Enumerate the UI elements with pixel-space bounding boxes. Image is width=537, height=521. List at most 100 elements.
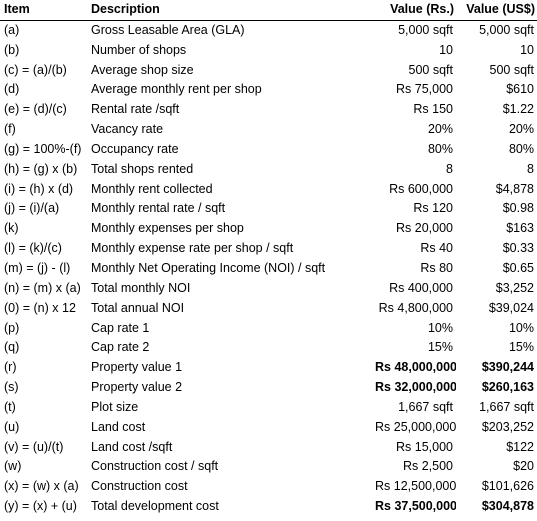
row-description: Total shops rented [91, 161, 194, 176]
table-row: (x) = (w) x (a) Construction cost Rs 12,50… [0, 477, 537, 497]
header-description: Description [91, 2, 160, 16]
row-item: (n) = (m) x (a) [4, 280, 81, 295]
header-row: Item Description Value (Rs.) Value (US$) [0, 0, 537, 21]
row-item: (c) = (a)/(b) [4, 62, 67, 77]
row-value-usd: $304,878 [481, 499, 534, 514]
row-value-usd: $1.22 [502, 102, 534, 117]
row-value-usd: 1,667 sqft [479, 399, 534, 414]
row-description: Total monthly NOI [91, 280, 191, 295]
row-description: Average monthly rent per shop [91, 82, 262, 97]
row-value-rs: Rs 75,000 [396, 82, 453, 97]
row-value-usd: 500 sqft [489, 62, 534, 77]
row-value-usd: 8 [527, 161, 534, 176]
row-item: (m) = (j) - (l) [4, 260, 71, 275]
table-row: (s) Property value 2 Rs 32,000,000 $260,163 [0, 378, 537, 398]
row-value-usd: $390,244 [481, 360, 534, 375]
row-value-rs: 20% [427, 122, 453, 137]
row-description: Monthly Net Operating Income (NOI) / sqf… [91, 260, 326, 275]
row-item: (r) [4, 360, 17, 375]
row-item: (b) [4, 42, 20, 57]
table-row: (i) = (h) x (d) Monthly rent collected Rs … [0, 180, 537, 200]
table-row: (g) = 100%-(f) Occupancy rate 80% 80% [0, 140, 537, 160]
row-value-usd: $101,626 [481, 479, 534, 494]
row-value-rs: Rs 400,000 [389, 280, 453, 295]
row-value-rs: 8 [446, 161, 453, 176]
table-row: (b) Number of shops 10 10 [0, 41, 537, 61]
row-item: (l) = (k)/(c) [4, 241, 62, 256]
row-value-usd: 10% [508, 320, 534, 335]
row-value-rs: Rs 80 [420, 260, 453, 275]
header-value-rs: Value (Rs.) [390, 2, 454, 16]
table-row: (n) = (m) x (a) Total monthly NOI Rs 400,0… [0, 279, 537, 299]
row-description: Monthly expense rate per shop / sqft [91, 241, 294, 256]
row-value-rs: Rs 20,000 [396, 221, 453, 236]
table-row: (v) = (u)/(t) Land cost /sqft Rs 15,000 $12… [0, 438, 537, 458]
table-row: (a) Gross Leasable Area (GLA) 5,000 sqft 5,… [0, 20, 537, 40]
row-item: (s) [4, 380, 19, 395]
row-value-usd: 80% [508, 141, 534, 156]
row-description: Monthly rental rate / sqft [91, 201, 226, 216]
row-description: Property value 1 [91, 360, 183, 375]
row-value-rs: Rs 4,800,000 [378, 300, 453, 315]
row-value-usd: $163 [506, 221, 534, 236]
row-value-usd: 5,000 sqft [479, 22, 534, 37]
row-item: (w) [4, 459, 22, 474]
row-value-rs: Rs 37,500,000 [375, 499, 456, 514]
table-row: (p) Cap rate 1 10% 10% [0, 319, 537, 339]
row-description: Construction cost [91, 479, 188, 494]
row-description: Property value 2 [91, 380, 183, 395]
table-row: (0) = (n) x 12 Total annual NOI Rs 4,800,0… [0, 299, 537, 319]
row-description: Cap rate 1 [91, 320, 150, 335]
row-description: Total annual NOI [91, 300, 185, 315]
row-value-usd: $610 [506, 82, 534, 97]
row-value-rs: Rs 48,000,000 [375, 360, 456, 375]
row-value-usd: $0.98 [502, 201, 534, 216]
table-row: (w) Construction cost / sqft Rs 2,500 $20 [0, 457, 537, 477]
row-value-usd: $203,252 [481, 419, 534, 434]
row-value-usd: 15% [508, 340, 534, 355]
table-row: (c) = (a)/(b) Average shop size 500 sqft 50… [0, 61, 537, 81]
table-row: (k) Monthly expenses per shop Rs 20,000 $16… [0, 219, 537, 239]
table-row: (m) = (j) - (l) Monthly Net Operating Inc… [0, 259, 537, 279]
row-item: (j) = (i)/(a) [4, 201, 60, 216]
row-item: (x) = (w) x (a) [4, 479, 79, 494]
row-value-rs: Rs 15,000 [396, 439, 453, 454]
table-row: (q) Cap rate 2 15% 15% [0, 338, 537, 358]
row-item: (0) = (n) x 12 [4, 300, 76, 315]
header-item: Item [4, 2, 30, 16]
row-item: (t) [4, 399, 16, 414]
row-description: Rental rate /sqft [91, 102, 180, 117]
table-row: (u) Land cost Rs 25,000,000 $203,252 [0, 418, 537, 438]
table-row: (h) = (g) x (b) Total shops rented 8 8 [0, 160, 537, 180]
row-value-rs: 500 sqft [408, 62, 453, 77]
row-value-usd: $20 [513, 459, 534, 474]
row-item: (g) = 100%-(f) [4, 141, 82, 156]
row-description: Cap rate 2 [91, 340, 150, 355]
row-item: (q) [4, 340, 20, 355]
row-value-rs: Rs 600,000 [389, 181, 453, 196]
row-item: (f) [4, 122, 16, 137]
row-value-rs: Rs 25,000,000 [375, 419, 456, 434]
row-description: Monthly expenses per shop [91, 221, 244, 236]
header-value-usd: Value (US$) [466, 2, 535, 16]
row-value-usd: $122 [506, 439, 534, 454]
row-description: Land cost /sqft [91, 439, 173, 454]
row-value-rs: Rs 120 [413, 201, 453, 216]
row-description: Gross Leasable Area (GLA) [91, 22, 245, 37]
row-item: (k) [4, 221, 19, 236]
row-description: Occupancy rate [91, 141, 179, 156]
row-value-usd: 20% [508, 122, 534, 137]
row-description: Total development cost [91, 499, 219, 514]
row-description: Plot size [91, 399, 139, 414]
row-value-usd: $3,252 [495, 280, 534, 295]
row-item: (v) = (u)/(t) [4, 439, 64, 454]
row-value-usd: $39,024 [488, 300, 534, 315]
row-value-rs: 80% [427, 141, 453, 156]
row-value-usd: $260,163 [481, 380, 534, 395]
row-value-usd: $0.65 [502, 260, 534, 275]
row-value-rs: Rs 150 [413, 102, 453, 117]
row-value-rs: Rs 2,500 [402, 459, 453, 474]
table-row: (l) = (k)/(c) Monthly expense rate per sh… [0, 239, 537, 259]
table-row: (j) = (i)/(a) Monthly rental rate / sqft R… [0, 199, 537, 219]
